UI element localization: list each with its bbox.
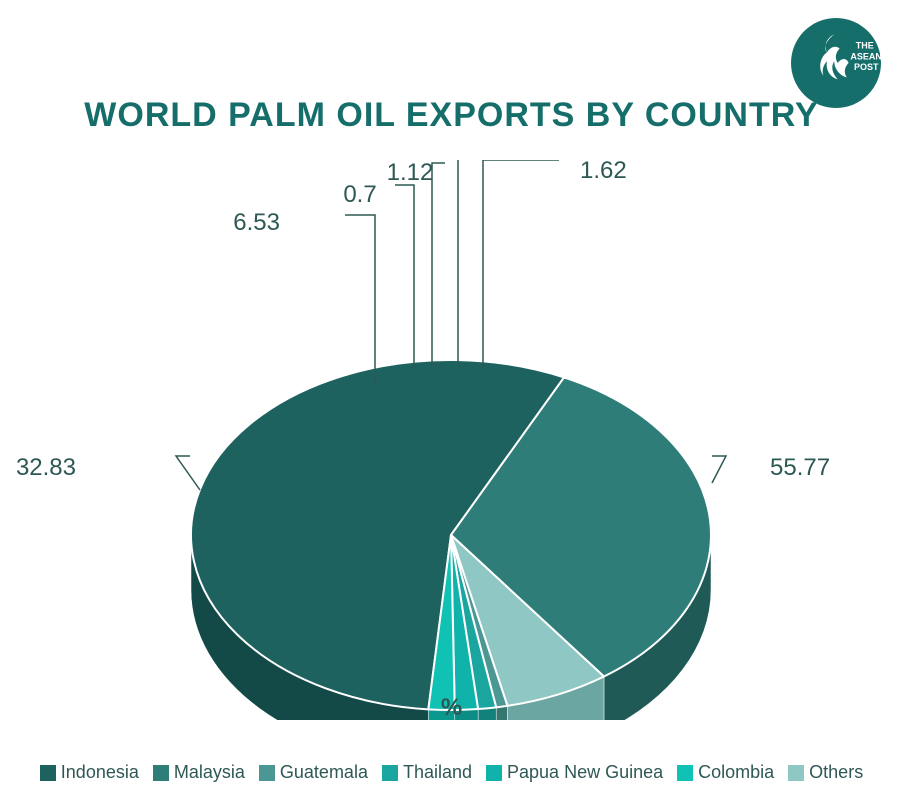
legend-swatch <box>153 765 169 781</box>
legend-label: Malaysia <box>174 762 245 783</box>
legend-label: Indonesia <box>61 762 139 783</box>
legend-item: Papua New Guinea <box>486 762 663 783</box>
slice-label: 1.12 <box>387 160 434 186</box>
legend-swatch <box>382 765 398 781</box>
legend-label: Guatemala <box>280 762 368 783</box>
leader-line <box>432 163 445 366</box>
legend: Indonesia Malaysia Guatemala Thailand Papua … <box>0 762 903 783</box>
legend-label: Others <box>809 762 863 783</box>
leader-line <box>483 160 559 370</box>
slice-label: 32.83 <box>16 454 76 481</box>
percent-symbol: % <box>441 694 462 722</box>
legend-swatch <box>259 765 275 781</box>
pie-top <box>191 360 711 710</box>
logo-text-top: THE <box>856 41 874 51</box>
legend-swatch <box>486 765 502 781</box>
legend-item: Indonesia <box>40 762 139 783</box>
legend-item: Thailand <box>382 762 472 783</box>
legend-item: Others <box>788 762 863 783</box>
legend-swatch <box>677 765 693 781</box>
pie-chart: 55.77 32.83 6.53 0.7 1.121.43 1.62 <box>0 160 903 720</box>
legend-label: Papua New Guinea <box>507 762 663 783</box>
legend-label: Thailand <box>403 762 472 783</box>
page-title: WORLD PALM OIL EXPORTS BY COUNTRY <box>0 96 903 135</box>
leader-line <box>458 160 500 366</box>
legend-label: Colombia <box>698 762 774 783</box>
leader-line <box>712 456 726 483</box>
slice-label: 0.7 <box>343 181 376 208</box>
logo-text-mid: ASEAN <box>850 51 881 61</box>
slice-label: 1.43 <box>437 160 484 166</box>
leader-line <box>395 185 414 370</box>
legend-swatch <box>40 765 56 781</box>
legend-swatch <box>788 765 804 781</box>
leader-line <box>176 456 200 490</box>
slice-label: 1.62 <box>580 160 627 184</box>
legend-item: Malaysia <box>153 762 245 783</box>
slice-label: 55.77 <box>770 454 830 481</box>
legend-item: Guatemala <box>259 762 368 783</box>
slice-label: 6.53 <box>233 209 280 236</box>
leader-line <box>345 215 375 382</box>
brand-logo: THE ASEAN POST <box>791 18 881 108</box>
legend-item: Colombia <box>677 762 774 783</box>
logo-text-bot: POST <box>854 62 879 72</box>
